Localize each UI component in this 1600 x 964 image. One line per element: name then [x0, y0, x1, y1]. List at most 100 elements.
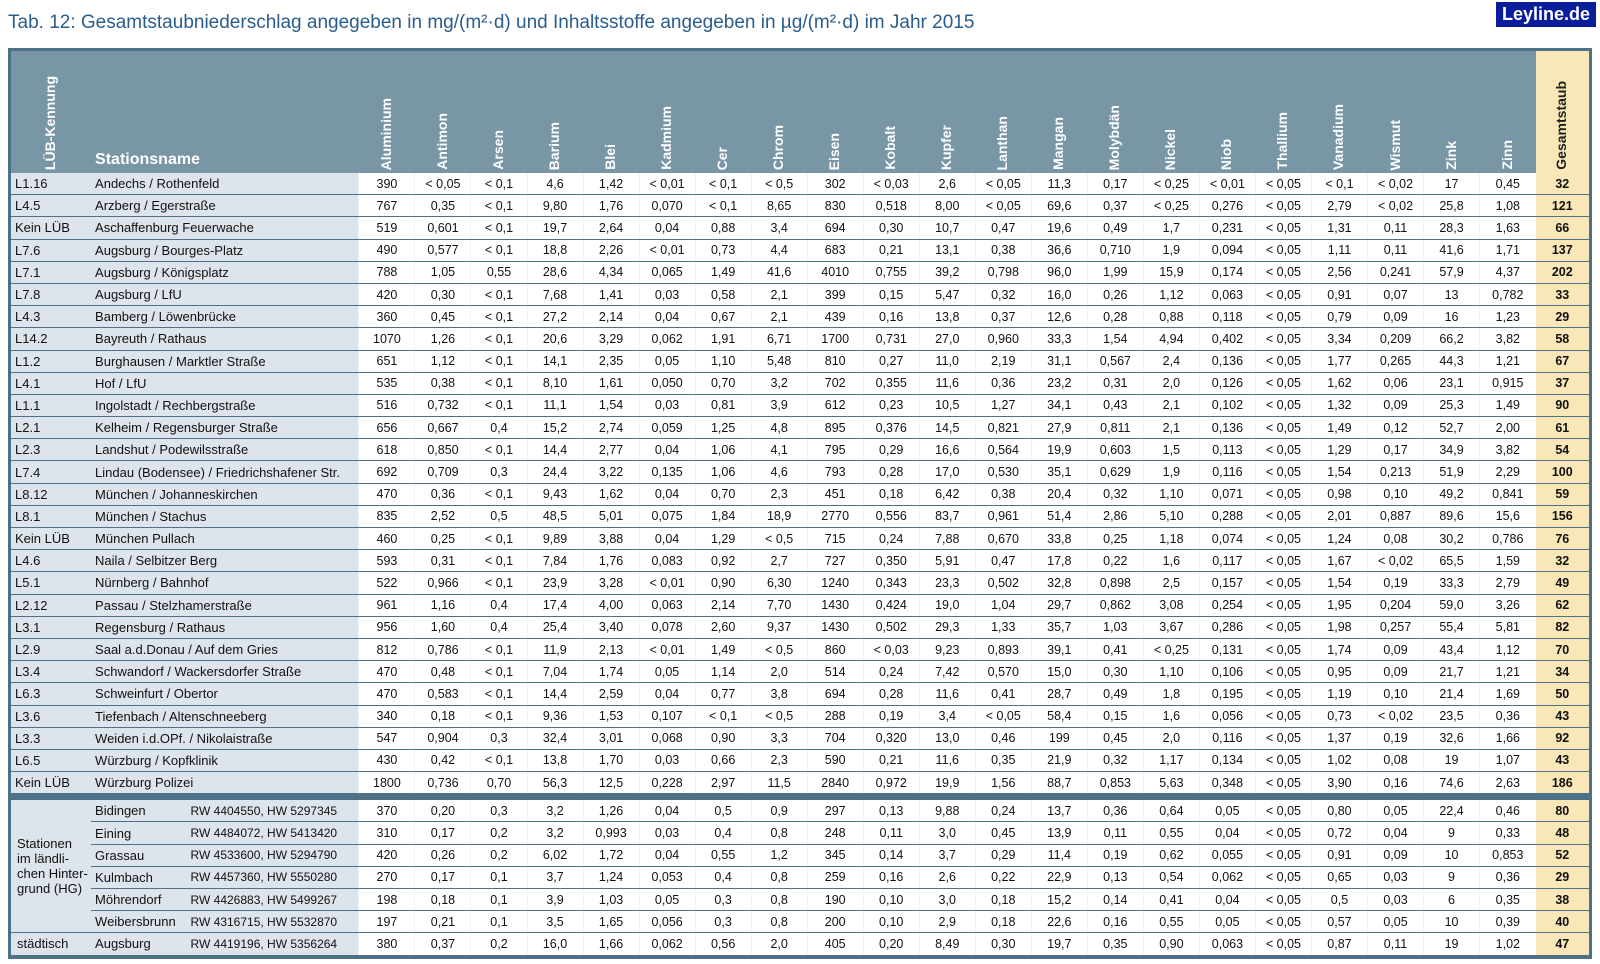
value-cell: 0,04 [638, 800, 696, 823]
value-cell: 1,71 [1479, 239, 1536, 262]
value-cell: 0,04 [638, 305, 696, 329]
value-cell: 17,8 [1030, 549, 1088, 573]
value-cell: 0,063 [638, 594, 696, 617]
value-cell: 0,37 [1086, 194, 1144, 218]
station-name: Augsburg / LfU [91, 283, 359, 307]
value-cell: < 0,01 [638, 239, 696, 262]
value-cell: 0,18 [974, 888, 1032, 912]
value-cell: 8,65 [750, 194, 808, 218]
station-id: L4.6 [11, 549, 92, 573]
value-cell: 0,265 [1366, 350, 1424, 373]
value-cell: 0,29 [974, 844, 1032, 867]
value-cell: 0,42 [414, 749, 471, 773]
value-cell: 0,755 [862, 261, 920, 284]
value-cell: 21,4 [1423, 682, 1480, 706]
value-cell: 25,3 [1423, 394, 1480, 418]
value-cell: 1,10 [694, 350, 752, 373]
value-cell: < 0,05 [1254, 594, 1312, 617]
value-cell: 0,72 [1310, 821, 1368, 845]
value-cell: 3,2 [526, 800, 584, 823]
value-cell: 0,45 [414, 305, 471, 329]
value-cell: 59,0 [1423, 594, 1480, 617]
value-cell: 0,05 [638, 660, 696, 684]
value-cell: 1,05 [414, 261, 471, 284]
value-cell: 0,117 [1198, 549, 1256, 573]
value-cell: < 0,1 [470, 394, 528, 418]
value-cell: 0,3 [470, 800, 528, 823]
value-cell: 514 [806, 660, 864, 684]
background-row: Eining RW 4484072, HW 5413420 310 0,17 0,2 3,… [11, 821, 1589, 845]
value-cell: < 0,05 [1254, 394, 1312, 418]
station-name: Bayreuth / Rathaus [91, 327, 359, 351]
value-cell: 10,5 [918, 394, 976, 418]
station-name: Bamberg / Löwenbrücke [91, 305, 359, 329]
value-cell: 1,5 [1142, 438, 1200, 462]
header-element-label: Chrom [770, 124, 787, 170]
value-cell: 11,0 [918, 350, 976, 373]
value-cell: 0,556 [862, 505, 920, 529]
value-cell: < 0,05 [1254, 549, 1312, 573]
value-cell: 3,29 [582, 327, 640, 351]
value-cell: 2,1 [750, 305, 808, 329]
value-cell: 0,257 [1366, 616, 1424, 639]
value-cell: 0,134 [1198, 749, 1256, 773]
station-name: München / Johanneskirchen [91, 483, 359, 506]
total-dust-cell: 156 [1535, 505, 1589, 529]
value-cell: 22,6 [1030, 910, 1088, 934]
station-id: L2.9 [11, 638, 92, 662]
value-cell: 0,106 [1198, 660, 1256, 684]
value-cell: 19,0 [918, 594, 976, 617]
value-cell: < 0,1 [470, 571, 528, 595]
value-cell: < 0,05 [1254, 372, 1312, 395]
value-cell: 860 [806, 638, 864, 662]
value-cell: < 0,1 [470, 327, 528, 351]
value-cell: 52,7 [1423, 416, 1480, 440]
value-cell: 3,8 [750, 682, 808, 706]
value-cell: 1,60 [414, 616, 471, 639]
value-cell: 19 [1423, 749, 1480, 773]
value-cell: 0,126 [1198, 372, 1256, 395]
value-cell: 0,16 [862, 866, 920, 890]
background-row: Möhrendorf RW 4426883, HW 5499267 198 0,18 0… [11, 888, 1589, 912]
value-cell: 0,11 [1086, 821, 1144, 845]
value-cell: 0,70 [470, 771, 528, 795]
total-dust-cell: 90 [1535, 394, 1589, 418]
value-cell: 65,5 [1423, 549, 1480, 573]
value-cell: 0,09 [1366, 305, 1424, 329]
value-cell: < 0,01 [638, 173, 696, 196]
value-cell: 9 [1423, 866, 1480, 890]
table-row: L2.9 Saal a.d.Donau / Auf dem Gries 812 0,7… [11, 638, 1589, 662]
value-cell: 2,0 [1142, 727, 1200, 750]
station-id: L6.3 [11, 682, 92, 706]
station-id: Kein LÜB [11, 527, 92, 551]
header-station: Stationsname [91, 51, 359, 173]
value-cell: 3,7 [918, 844, 976, 867]
value-cell: 1,63 [1479, 216, 1536, 240]
station-name: Würzburg / Kopfklinik [91, 749, 359, 773]
value-cell: 0,46 [974, 727, 1032, 750]
value-cell: 0,798 [974, 261, 1032, 284]
value-cell: 7,04 [526, 660, 584, 684]
header-element-label: Aluminium [377, 97, 394, 170]
value-cell: 0,063 [1198, 283, 1256, 307]
site-logo[interactable]: Leyline.de [1495, 2, 1596, 27]
value-cell: 0,898 [1086, 571, 1144, 595]
value-cell: 14,4 [526, 682, 584, 706]
value-cell: 0,113 [1198, 438, 1256, 462]
header-element: Zink [1423, 51, 1480, 173]
value-cell: 2770 [806, 505, 864, 529]
value-cell: 0,39 [1479, 910, 1536, 934]
value-cell: 1,54 [1310, 460, 1368, 484]
value-cell: 0,49 [1086, 216, 1144, 240]
value-cell: 470 [358, 682, 415, 706]
value-cell: < 0,05 [974, 173, 1032, 196]
value-cell: 3,9 [750, 394, 808, 418]
value-cell: 0,1 [470, 888, 528, 912]
value-cell: 2,4 [1142, 350, 1200, 373]
value-cell: 0,23 [862, 394, 920, 418]
value-cell: 1,12 [414, 350, 471, 373]
value-cell: 0,88 [694, 216, 752, 240]
value-cell: 1,10 [1142, 483, 1200, 506]
header-element: Blei [583, 51, 640, 173]
header-element-label: Kobalt [882, 126, 899, 170]
